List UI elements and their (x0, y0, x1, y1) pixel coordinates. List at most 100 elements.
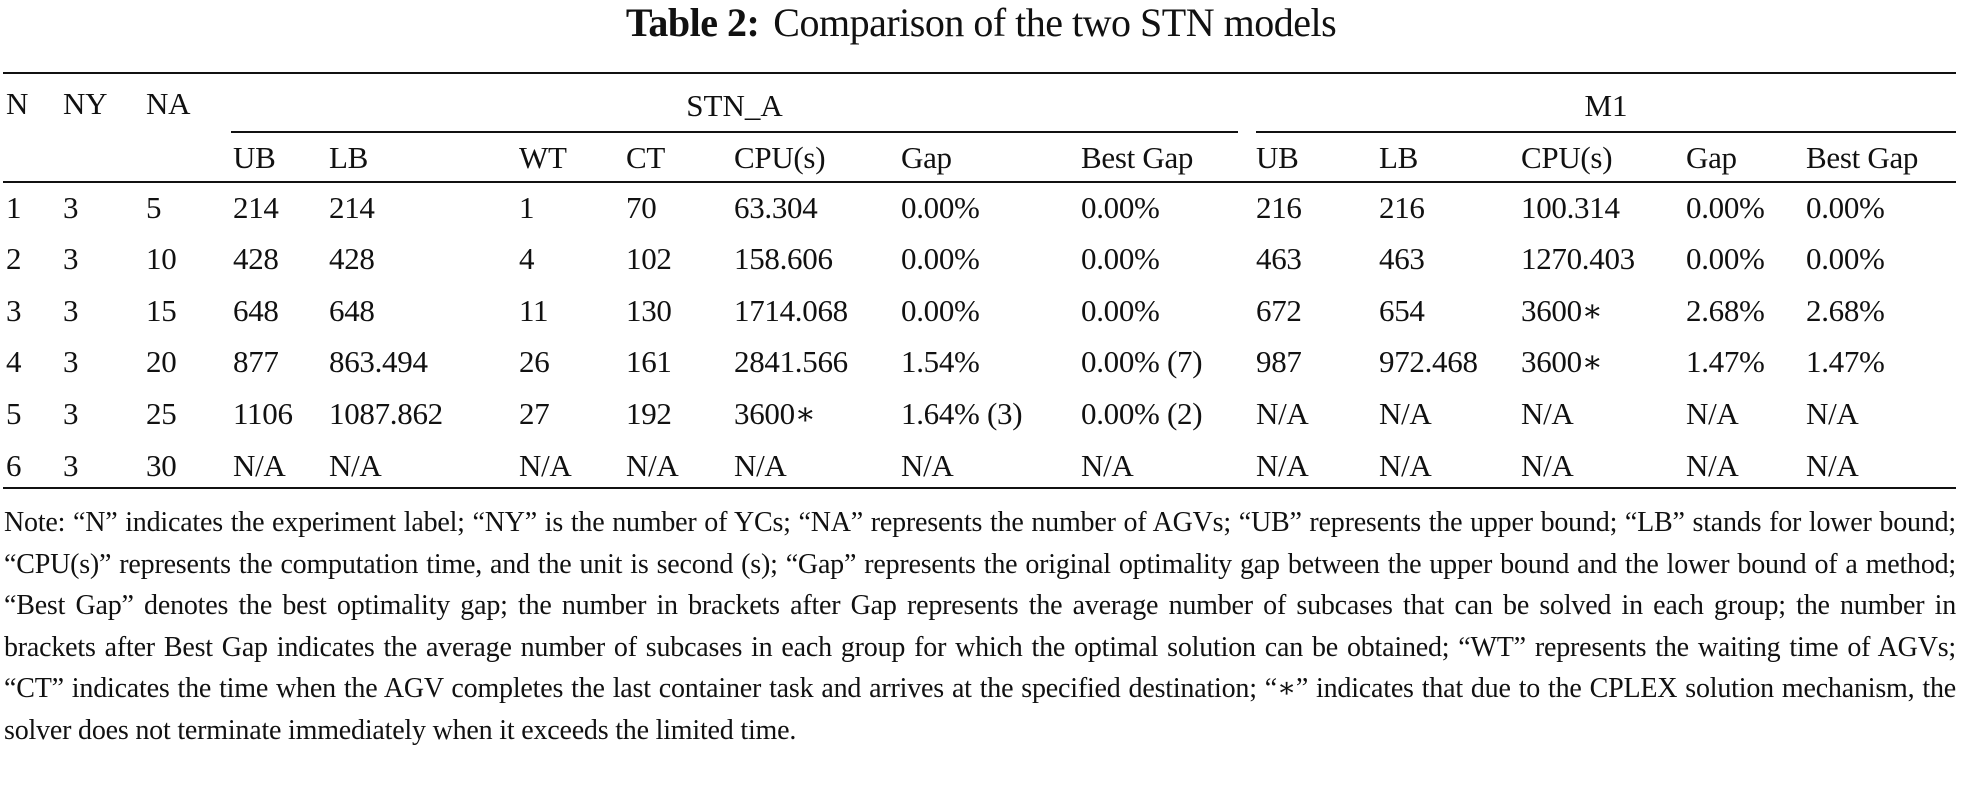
cell-m1: 0.00% (1806, 190, 1885, 225)
col-header-m1-best-gap: Best Gap (1806, 140, 1919, 175)
cell-stn-a: 214 (329, 190, 375, 225)
cell-m1: 1.47% (1686, 344, 1765, 379)
cell-na: 15 (146, 293, 177, 328)
cell-n: 2 (6, 241, 22, 276)
cell-stn-a: 0.00% (2) (1081, 396, 1203, 431)
cell-m1: N/A (1686, 396, 1739, 431)
cell-n: 5 (6, 396, 22, 431)
cell-n: 4 (6, 344, 22, 379)
table-caption: Table 2: Comparison of the two STN models (0, 0, 1962, 46)
cell-m1: N/A (1521, 396, 1574, 431)
cell-m1: 0.00% (1806, 241, 1885, 276)
bottom-rule (3, 487, 1956, 489)
col-header-stn-a-ct: CT (626, 140, 666, 175)
cell-m1: N/A (1806, 396, 1859, 431)
cell-m1: 0.00% (1686, 241, 1765, 276)
col-header-m1-ub: UB (1256, 140, 1299, 175)
cell-m1: 216 (1379, 190, 1425, 225)
cell-stn-a: 877 (233, 344, 279, 379)
cell-ny: 3 (63, 241, 79, 276)
group-header-stn-a: STN_A (686, 88, 783, 123)
cell-stn-a: 0.00% (901, 190, 980, 225)
col-header-ny: NY (63, 86, 108, 121)
cell-n: 3 (6, 293, 22, 328)
stn-a-group-rule (231, 131, 1238, 133)
cell-n: 6 (6, 448, 22, 483)
col-header-stn-a-cpu: CPU(s) (734, 140, 826, 175)
col-header-stn-a-best-gap: Best Gap (1081, 140, 1194, 175)
cell-stn-a: 26 (519, 344, 550, 379)
col-header-stn-a-lb: LB (329, 140, 369, 175)
cell-n: 1 (6, 190, 22, 225)
cell-stn-a: 3600∗ (734, 396, 816, 431)
cell-m1: N/A (1806, 448, 1859, 483)
cell-stn-a: 648 (233, 293, 279, 328)
cell-m1: 216 (1256, 190, 1302, 225)
cell-m1: 987 (1256, 344, 1302, 379)
cell-stn-a: 130 (626, 293, 672, 328)
cell-m1: 463 (1379, 241, 1425, 276)
cell-stn-a: 1106 (233, 396, 293, 431)
cell-m1: 2.68% (1806, 293, 1885, 328)
table-caption-label: Table 2: (625, 0, 760, 45)
cell-na: 20 (146, 344, 177, 379)
cell-stn-a: 192 (626, 396, 672, 431)
cell-m1: 100.314 (1521, 190, 1620, 225)
cell-stn-a: 2841.566 (734, 344, 848, 379)
cell-stn-a: N/A (329, 448, 382, 483)
cell-stn-a: 0.00% (1081, 293, 1160, 328)
group-header-m1: M1 (1584, 88, 1628, 123)
cell-stn-a: 70 (626, 190, 657, 225)
cell-stn-a: 158.606 (734, 241, 833, 276)
cell-m1: N/A (1256, 448, 1309, 483)
cell-stn-a: 1714.068 (734, 293, 848, 328)
cell-stn-a: 1087.862 (329, 396, 443, 431)
cell-na: 5 (146, 190, 162, 225)
cell-na: 30 (146, 448, 177, 483)
cell-m1: N/A (1256, 396, 1309, 431)
col-header-n: N (6, 86, 29, 121)
col-header-stn-a-wt: WT (519, 140, 567, 175)
cell-stn-a: 1.54% (901, 344, 980, 379)
cell-stn-a: 11 (519, 293, 549, 328)
cell-stn-a: 863.494 (329, 344, 428, 379)
cell-stn-a: 0.00% (901, 241, 980, 276)
cell-stn-a: 0.00% (7) (1081, 344, 1203, 379)
col-header-m1-gap: Gap (1686, 140, 1737, 175)
cell-m1: 2.68% (1686, 293, 1765, 328)
cell-stn-a: 0.00% (901, 293, 980, 328)
cell-stn-a: 648 (329, 293, 375, 328)
cell-stn-a: 0.00% (1081, 190, 1160, 225)
cell-m1: N/A (1521, 448, 1574, 483)
cell-stn-a: 0.00% (1081, 241, 1160, 276)
cell-stn-a: N/A (519, 448, 572, 483)
cell-stn-a: 161 (626, 344, 672, 379)
cell-m1: 972.468 (1379, 344, 1478, 379)
cell-m1: N/A (1379, 396, 1432, 431)
cell-ny: 3 (63, 396, 79, 431)
cell-ny: 3 (63, 293, 79, 328)
cell-stn-a: 4 (519, 241, 535, 276)
cell-stn-a: 27 (519, 396, 550, 431)
cell-stn-a: 1 (519, 190, 535, 225)
cell-m1: 463 (1256, 241, 1302, 276)
cell-ny: 3 (63, 448, 79, 483)
m1-group-rule (1256, 131, 1956, 133)
cell-stn-a: 214 (233, 190, 279, 225)
col-header-stn-a-gap: Gap (901, 140, 952, 175)
cell-stn-a: 428 (329, 241, 375, 276)
cell-m1: 3600∗ (1521, 344, 1603, 379)
col-header-stn-a-ub: UB (233, 140, 276, 175)
cell-stn-a: N/A (233, 448, 286, 483)
cell-stn-a: 102 (626, 241, 672, 276)
col-header-m1-cpu: CPU(s) (1521, 140, 1613, 175)
cell-stn-a: 428 (233, 241, 279, 276)
cell-m1: 3600∗ (1521, 293, 1603, 328)
col-header-na: NA (146, 86, 191, 121)
cell-m1: N/A (1686, 448, 1739, 483)
cell-stn-a: N/A (1081, 448, 1134, 483)
table-note: Note: “N” indicates the experiment label… (4, 507, 1956, 746)
cell-m1: 1.47% (1806, 344, 1885, 379)
cell-m1: 1270.403 (1521, 241, 1635, 276)
cell-m1: 654 (1379, 293, 1425, 328)
